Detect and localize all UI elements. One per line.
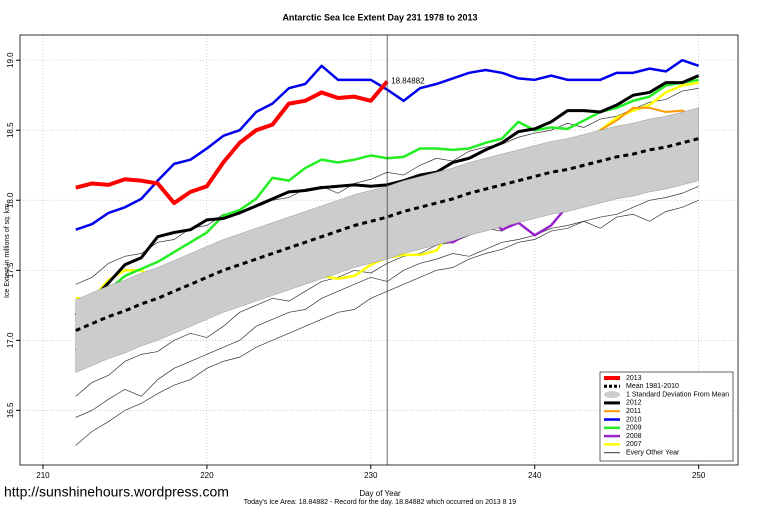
x-tick-label: 250	[692, 471, 706, 480]
annotation: 18.84882	[391, 76, 425, 85]
watermark: http://sunshinehours.wordpress.com	[4, 484, 229, 500]
y-tick-label: 18.0	[6, 192, 15, 208]
y-tick-label: 16.5	[6, 402, 15, 418]
x-tick-label: 210	[36, 471, 50, 480]
legend-label: 1 Standard Deviation From Mean	[626, 391, 729, 398]
x-axis-label: Day of Year	[359, 489, 401, 498]
legend-label: 2008	[626, 433, 642, 440]
y-tick-label: 17.5	[6, 262, 15, 278]
footer: Today's Ice Area: 18.84882 - Record for …	[244, 499, 517, 506]
legend-box	[599, 371, 734, 462]
x-tick-label: 240	[528, 471, 542, 480]
y-tick-label: 17.0	[6, 332, 15, 348]
legend-label: 2013	[626, 375, 642, 382]
series-line	[75, 137, 700, 332]
legend-label: 2011	[626, 408, 641, 415]
legend-label: 2009	[626, 425, 642, 432]
chart-title: Antarctic Sea Ice Extent Day 231 1978 to…	[282, 12, 477, 22]
x-tick-label: 230	[364, 471, 378, 480]
y-tick-label: 18.5	[6, 122, 15, 138]
legend-label: Every Other Year	[626, 450, 680, 457]
y-tick-label: 19.0	[6, 52, 15, 68]
legend-label: 2007	[626, 441, 642, 448]
y-axis-label: Ice Extent in millions of sq. km.	[4, 202, 11, 298]
legend-swatch	[604, 391, 620, 399]
legend-label: 2012	[626, 400, 642, 407]
legend-label: Mean 1981-2010	[626, 383, 679, 390]
x-tick-label: 220	[200, 471, 214, 480]
plot-frame	[19, 34, 739, 466]
series-line	[75, 80, 389, 206]
legend-label: 2010	[626, 416, 642, 423]
